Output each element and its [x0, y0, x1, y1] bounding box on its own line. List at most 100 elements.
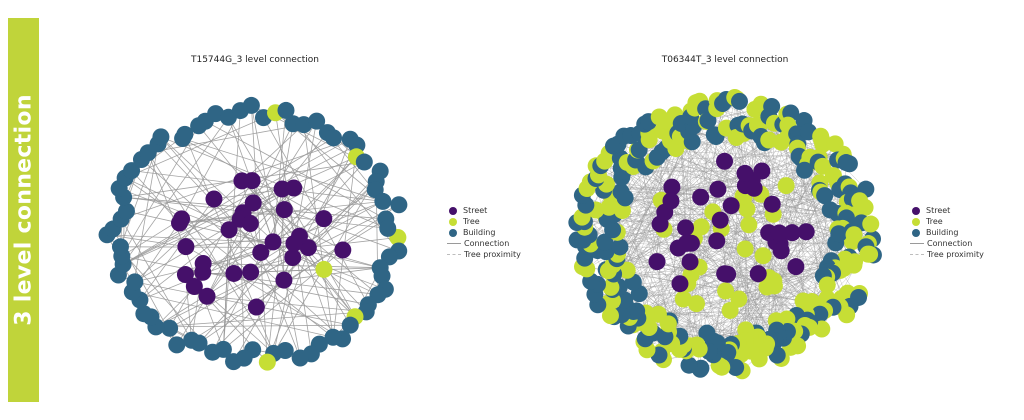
street-node — [285, 235, 303, 253]
connection-edge — [182, 138, 383, 202]
tree-node — [674, 290, 692, 308]
connection-edge — [281, 188, 356, 317]
connection-edge — [251, 180, 274, 243]
tree-node — [602, 278, 620, 296]
building-node — [277, 101, 295, 119]
building-node — [168, 336, 186, 354]
dashed-line-icon — [910, 254, 924, 255]
tree-node — [838, 306, 856, 324]
legend-label-tree: Tree — [463, 217, 480, 226]
connection-edge — [332, 145, 358, 338]
building-node — [796, 161, 814, 179]
street-node — [241, 215, 259, 233]
connection-edge — [155, 311, 367, 328]
connection-edge — [250, 105, 268, 363]
street-node — [205, 190, 223, 208]
building-node — [390, 196, 408, 214]
building-node — [373, 267, 391, 285]
street-node — [243, 172, 261, 190]
building-node — [816, 187, 834, 205]
street-node — [194, 254, 212, 272]
connection-edge — [107, 234, 294, 244]
street-node — [275, 271, 293, 289]
connection-edge — [627, 270, 681, 284]
street-node — [770, 224, 788, 242]
building-node — [727, 359, 745, 377]
street-node — [648, 253, 666, 271]
connection-edge — [155, 204, 400, 328]
tree-node — [765, 277, 783, 295]
building-node — [161, 319, 179, 337]
connection-edge — [611, 196, 838, 230]
connection-edge — [160, 136, 388, 229]
connection-edge — [713, 260, 832, 342]
connection-edge — [120, 143, 159, 247]
building-node — [123, 162, 141, 180]
connection-edge — [696, 211, 714, 345]
tree-node — [649, 305, 667, 323]
street-node — [220, 221, 238, 239]
building-node — [355, 153, 373, 171]
street-node — [722, 197, 740, 215]
legend-label-tree-proximity: Tree proximity — [464, 250, 521, 259]
building-node — [126, 273, 144, 291]
sidebar-banner: 3 level connection — [8, 18, 39, 402]
tree-node — [814, 135, 832, 153]
street-node — [651, 215, 669, 233]
legend-item-building: Building — [910, 227, 984, 238]
legend-item-connection: Connection — [910, 238, 984, 249]
connection-edge — [124, 177, 182, 220]
legend-item-tree-proximity: Tree proximity — [910, 249, 984, 260]
connection-edge — [638, 149, 760, 360]
building-node — [207, 105, 225, 123]
street-node — [247, 298, 265, 316]
building-node — [730, 92, 748, 110]
tree-node — [618, 261, 636, 279]
street-marker-icon — [449, 206, 457, 215]
connection-edge — [119, 188, 386, 290]
building-node — [699, 112, 717, 130]
street-node — [787, 258, 805, 276]
connection-edge — [233, 273, 343, 340]
building-node — [308, 112, 326, 130]
legend-label-connection: Connection — [927, 239, 973, 248]
legend-label-street: Street — [463, 206, 488, 215]
street-node — [708, 232, 726, 250]
street-node — [171, 214, 189, 232]
street-node — [198, 287, 216, 305]
connection-edge — [308, 237, 398, 249]
tree-node — [754, 247, 772, 265]
graph-layer-0 — [98, 96, 408, 371]
legend-item-connection: Connection — [447, 238, 521, 249]
connection-edge — [124, 112, 276, 179]
dashed-line-icon — [447, 254, 461, 255]
connection-edge — [132, 291, 334, 338]
connection-edge — [120, 218, 192, 341]
building-node — [324, 328, 342, 346]
tree-node — [818, 276, 836, 294]
solid-line-icon — [910, 243, 924, 244]
building-marker-icon — [912, 228, 920, 237]
connection-edge — [617, 124, 758, 255]
building-node — [204, 343, 222, 361]
street-node — [716, 265, 734, 283]
building-node — [111, 238, 129, 256]
street-node — [709, 180, 727, 198]
node-layer — [568, 88, 882, 380]
building-node — [135, 305, 153, 323]
street-node — [315, 210, 333, 228]
connection-edge — [121, 125, 199, 257]
street-node — [749, 265, 767, 283]
connection-edge — [293, 121, 318, 244]
connection-edge — [716, 240, 776, 342]
solid-line-icon — [447, 243, 461, 244]
connection-edge — [630, 135, 778, 356]
connection-edge — [181, 110, 241, 220]
tree-node — [315, 260, 333, 278]
street-node — [692, 188, 710, 206]
street-node — [681, 253, 699, 271]
connection-edge — [139, 198, 215, 301]
street-node — [677, 219, 695, 237]
building-node — [242, 96, 260, 114]
